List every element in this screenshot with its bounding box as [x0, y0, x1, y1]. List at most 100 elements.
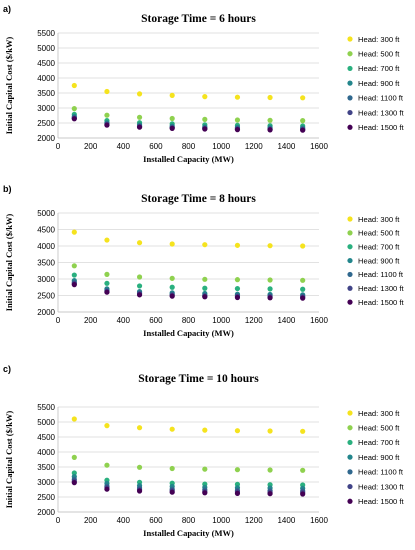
data-point: [202, 276, 208, 282]
data-point: [267, 127, 273, 133]
series-head-700-ft: [71, 272, 306, 292]
data-point: [202, 94, 208, 100]
data-point: [136, 464, 143, 470]
data-point: [300, 243, 306, 249]
y-tick-label: 3000: [37, 275, 55, 284]
legend-marker: [347, 425, 353, 431]
data-point: [169, 426, 175, 432]
panel-letter: a): [3, 4, 11, 14]
y-tick-label: 3500: [37, 463, 55, 472]
x-tick-label: 1600: [310, 316, 328, 325]
chart-title: Storage Time = 6 hours: [141, 13, 256, 25]
y-tick-label: 5000: [37, 418, 55, 427]
legend-label: Head: 1100 ft: [358, 94, 404, 103]
data-point: [234, 294, 241, 301]
x-tick-label: 200: [84, 316, 98, 325]
data-point: [71, 480, 77, 486]
legend: Head: 300 ft Head: 500 ft Head: 700 ft Head…: [347, 35, 404, 132]
x-tick-label: 800: [182, 516, 196, 525]
data-point: [234, 428, 241, 434]
data-point: [234, 117, 241, 123]
legend-marker: [347, 285, 353, 291]
data-point: [300, 118, 306, 124]
data-point: [267, 243, 273, 249]
legend-marker: [347, 498, 353, 504]
data-point: [136, 114, 143, 120]
y-axis-label: Initial Capital Cost ($/kW): [4, 214, 14, 312]
data-point: [267, 467, 273, 473]
legend-label: Head: 1500 ft: [358, 298, 404, 307]
x-tick-label: 600: [149, 142, 163, 151]
x-tick-label: 1200: [245, 316, 263, 325]
y-tick-label: 4000: [37, 74, 55, 83]
data-point: [136, 283, 143, 289]
y-axis-label: Initial Capital Cost ($/kW): [4, 37, 14, 135]
legend-label: Head: 700 ft: [358, 243, 400, 252]
x-tick-label: 200: [84, 142, 98, 151]
data-point: [234, 242, 241, 248]
y-tick-label: 4000: [37, 448, 55, 457]
series-head-1500-ft: [71, 282, 306, 301]
data-point: [169, 275, 175, 281]
data-point: [267, 491, 273, 497]
y-tick-label: 3000: [37, 478, 55, 487]
legend-label: Head: 1500 ft: [358, 497, 404, 506]
data-point: [71, 282, 77, 288]
data-point: [104, 462, 110, 468]
data-point: [267, 286, 273, 292]
data-point: [267, 277, 273, 283]
series-head-500-ft: [71, 263, 306, 283]
data-point: [202, 427, 208, 433]
legend-label: Head: 1300 ft: [358, 284, 404, 293]
legend-label: Head: 1300 ft: [358, 108, 404, 117]
data-point: [104, 237, 110, 243]
data-point: [234, 94, 241, 100]
y-tick-label: 2000: [37, 134, 55, 143]
legend-label: Head: 300 ft: [358, 215, 400, 224]
y-tick-label: 5500: [37, 29, 55, 38]
data-point: [169, 125, 175, 131]
data-point: [136, 91, 143, 97]
data-point: [104, 280, 110, 286]
data-point: [136, 124, 143, 130]
data-point: [169, 241, 175, 247]
data-point: [202, 294, 208, 300]
data-point: [136, 292, 143, 298]
legend-marker: [347, 230, 353, 236]
data-point: [169, 115, 175, 122]
series-head-500-ft: [71, 454, 306, 473]
chart-title: Storage Time = 8 hours: [141, 193, 256, 205]
data-point: [71, 106, 77, 112]
y-tick-label: 2500: [37, 493, 55, 502]
legend: Head: 300 ft Head: 500 ft Head: 700 ft Head…: [347, 409, 404, 506]
panel-letter: b): [3, 184, 12, 194]
data-point: [71, 470, 77, 476]
chart-panel-2: b)Storage Time = 8 hours2000250030003500…: [3, 184, 404, 338]
legend-marker: [347, 410, 353, 416]
y-axis-label: Initial Capital Cost ($/kW): [4, 411, 14, 509]
legend-label: Head: 1100 ft: [358, 270, 404, 279]
data-point: [267, 295, 273, 301]
x-tick-label: 600: [149, 516, 163, 525]
legend-label: Head: 500 ft: [358, 50, 400, 59]
data-point: [300, 295, 306, 301]
data-point: [104, 112, 110, 118]
data-point: [169, 489, 175, 495]
legend-marker: [347, 439, 353, 446]
data-point: [136, 240, 143, 246]
data-point: [169, 92, 175, 98]
data-point: [104, 122, 110, 128]
legend-marker: [347, 216, 353, 222]
legend-label: Head: 900 ft: [358, 256, 400, 265]
series-head-300-ft: [71, 229, 306, 249]
data-point: [234, 127, 241, 133]
data-point: [300, 127, 306, 133]
chart-panel-3: c)Storage Time = 10 hours200025003000350…: [3, 364, 404, 538]
series-head-1500-ft: [71, 480, 306, 497]
x-tick-label: 600: [149, 316, 163, 325]
y-tick-label: 2000: [37, 308, 55, 317]
data-point: [104, 88, 110, 95]
x-tick-label: 1000: [212, 142, 230, 151]
y-tick-label: 4500: [37, 59, 55, 68]
